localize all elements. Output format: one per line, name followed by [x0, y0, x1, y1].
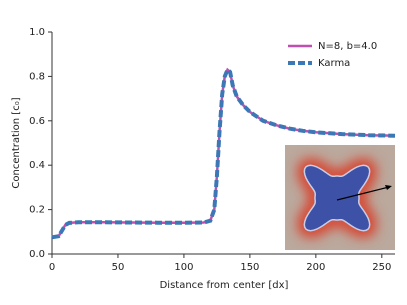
x-tick-label: 150 — [240, 262, 259, 273]
x-tick-label: 50 — [112, 262, 125, 273]
inset-image — [285, 145, 395, 250]
y-axis-label: Concentration [c₀] — [11, 97, 22, 188]
y-tick-label: 1.0 — [29, 27, 45, 38]
y-tick-label: 0.4 — [29, 160, 45, 171]
line-series — [51, 66, 396, 240]
y-tick-label: 0.2 — [29, 205, 45, 216]
y-tick-label: 0.8 — [29, 71, 45, 82]
x-tick-label: 0 — [49, 262, 55, 273]
y-tick-label: 0.0 — [29, 249, 45, 260]
x-tick-label: 250 — [372, 262, 391, 273]
x-tick-label: 100 — [174, 262, 193, 273]
y-tick-label: 0.6 — [29, 116, 45, 127]
legend-label: N=8, b=4.0 — [318, 41, 377, 52]
x-axis-label: Distance from center [dx] — [160, 280, 289, 291]
x-tick-label: 200 — [306, 262, 325, 273]
legend-label: Karma — [318, 58, 350, 69]
